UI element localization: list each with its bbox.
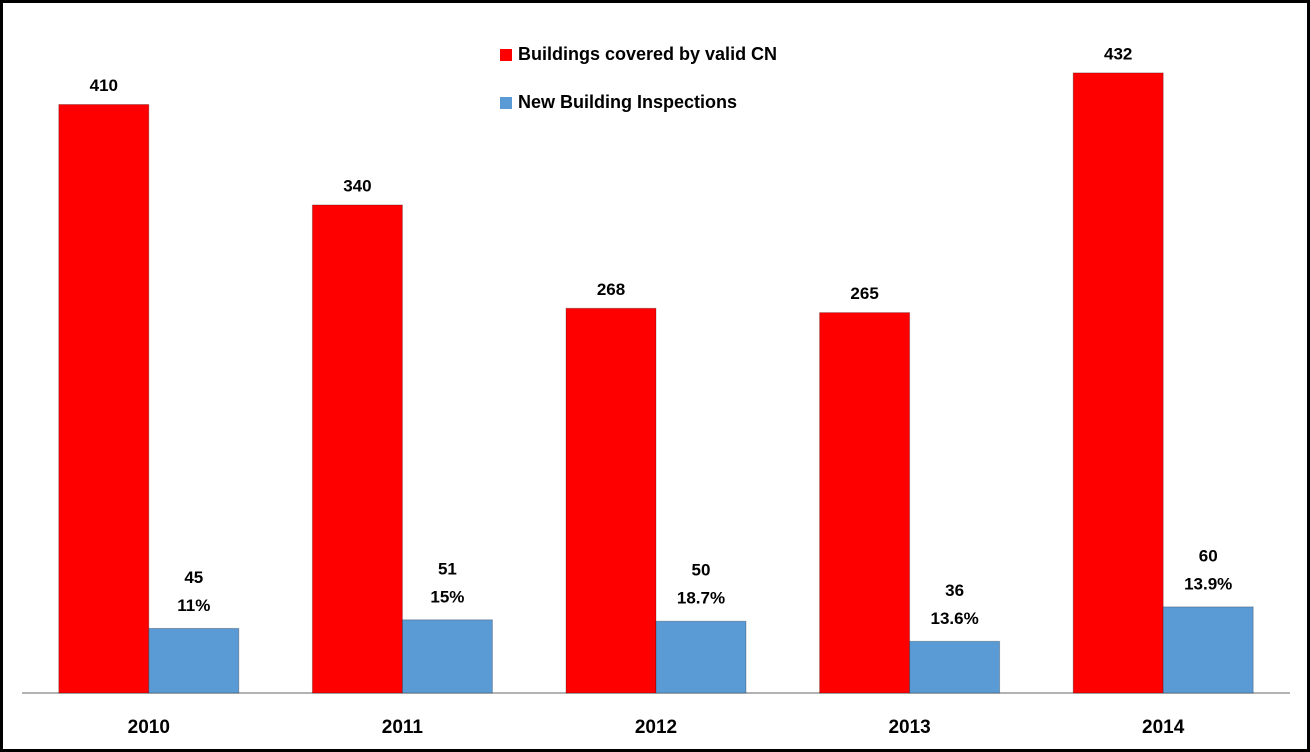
share-label: 18.7% bbox=[677, 589, 725, 608]
bar bbox=[655, 620, 747, 694]
data-label: 410 bbox=[90, 76, 118, 95]
data-label: 51 bbox=[438, 559, 457, 578]
data-label: 50 bbox=[692, 561, 711, 580]
legend-swatch bbox=[500, 97, 512, 109]
data-label: 432 bbox=[1104, 44, 1132, 63]
bar bbox=[311, 204, 403, 694]
share-label: 11% bbox=[177, 596, 210, 615]
bar bbox=[565, 307, 657, 694]
share-label: 13.6% bbox=[930, 609, 978, 628]
data-label: 265 bbox=[850, 284, 878, 303]
data-label: 36 bbox=[945, 581, 964, 600]
share-label: 13.9% bbox=[1184, 574, 1232, 593]
bar bbox=[148, 627, 240, 694]
legend-label: New Building Inspections bbox=[518, 92, 737, 112]
data-label: 340 bbox=[343, 176, 371, 195]
bar bbox=[909, 640, 1001, 694]
data-label: 268 bbox=[597, 280, 625, 299]
bar bbox=[1072, 72, 1164, 694]
x-tick-label: 2011 bbox=[382, 717, 424, 738]
x-tick-label: 2014 bbox=[1142, 717, 1185, 738]
x-tick-label: 2012 bbox=[635, 717, 677, 738]
bar bbox=[819, 312, 911, 694]
bar bbox=[401, 619, 493, 694]
bar bbox=[1162, 606, 1254, 694]
legend-label: Buildings covered by valid CN bbox=[518, 44, 777, 64]
x-tick-label: 2010 bbox=[128, 717, 170, 738]
share-label: 15% bbox=[430, 587, 464, 606]
bar bbox=[58, 103, 150, 694]
legend-swatch bbox=[500, 49, 512, 61]
x-tick-label: 2013 bbox=[888, 717, 930, 738]
data-label: 45 bbox=[184, 568, 203, 587]
data-label: 60 bbox=[1199, 546, 1218, 565]
